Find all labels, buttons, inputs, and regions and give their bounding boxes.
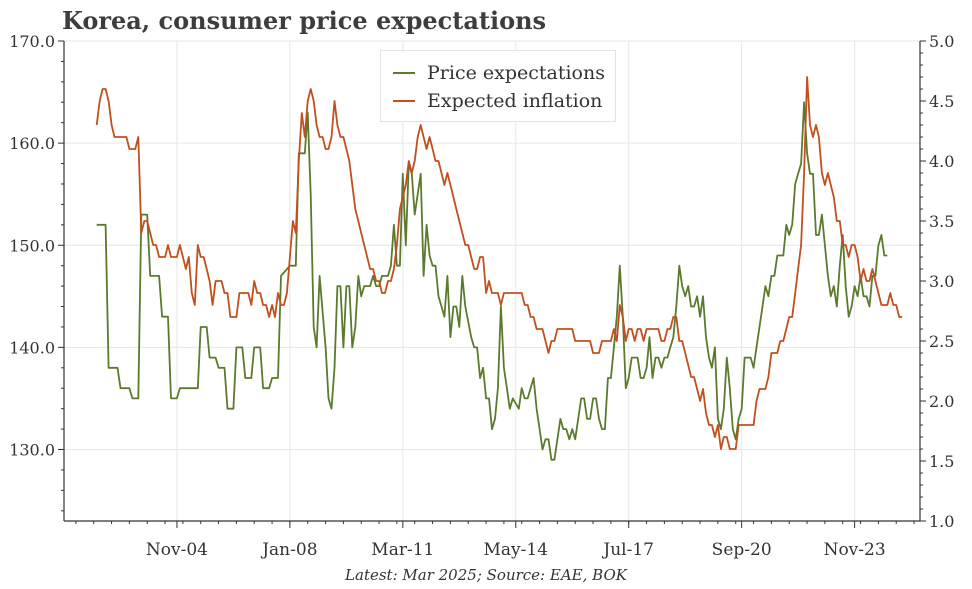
y-left-tick-label: 150.0 [9, 236, 55, 255]
footnote: Latest: Mar 2025; Source: EAE, BOK [345, 566, 627, 584]
y-left-tick-label: 160.0 [9, 134, 55, 153]
legend-swatch-expected-inflation [393, 100, 415, 102]
y-right-tick-label: 3.5 [929, 212, 954, 231]
gridlines [64, 40, 920, 521]
chart-title: Korea, consumer price expectations [62, 6, 547, 35]
y-right-tick-label: 3.0 [929, 272, 954, 291]
x-tick-label: May-14 [484, 540, 549, 560]
axes: 130.0 140.0 150.0 160.0 170.0 1.0 1.5 2.0 2.5 3.0… [9, 32, 954, 560]
y-right-tick-label: 4.0 [929, 152, 954, 171]
series-line-expected-inflation [95, 76, 903, 450]
x-tick-label: Jul-17 [601, 540, 654, 560]
y-right-tick-label: 4.5 [929, 92, 954, 111]
x-tick-label: Nov-04 [146, 540, 208, 560]
y-right-tick-label: 2.5 [929, 332, 954, 351]
y-right-tick-label: 5.0 [929, 32, 954, 51]
legend: Price expectations Expected inflation [380, 50, 616, 122]
y-right-tick-label: 1.5 [929, 452, 954, 471]
legend-label-expected-inflation: Expected inflation [427, 90, 603, 112]
y-right-tick-label: 2.0 [929, 392, 954, 411]
y-left-tick-label: 170.0 [9, 32, 55, 51]
series-line-price-expectations [96, 101, 888, 461]
legend-item-expected-inflation: Expected inflation [391, 87, 605, 115]
x-tick-label: Mar-11 [371, 540, 434, 560]
y-left-tick-label: 140.0 [9, 338, 55, 357]
series-lines [95, 76, 903, 461]
x-tick-label: Nov-23 [824, 540, 886, 560]
x-tick-label: Sep-20 [712, 540, 772, 560]
legend-item-price-expectations: Price expectations [391, 59, 605, 87]
y-left-tick-label: 130.0 [9, 441, 55, 460]
legend-swatch-price-expectations [393, 72, 415, 74]
legend-label-price-expectations: Price expectations [427, 62, 605, 84]
x-tick-label: Jan-08 [260, 540, 317, 560]
y-right-tick-label: 1.0 [929, 512, 954, 531]
